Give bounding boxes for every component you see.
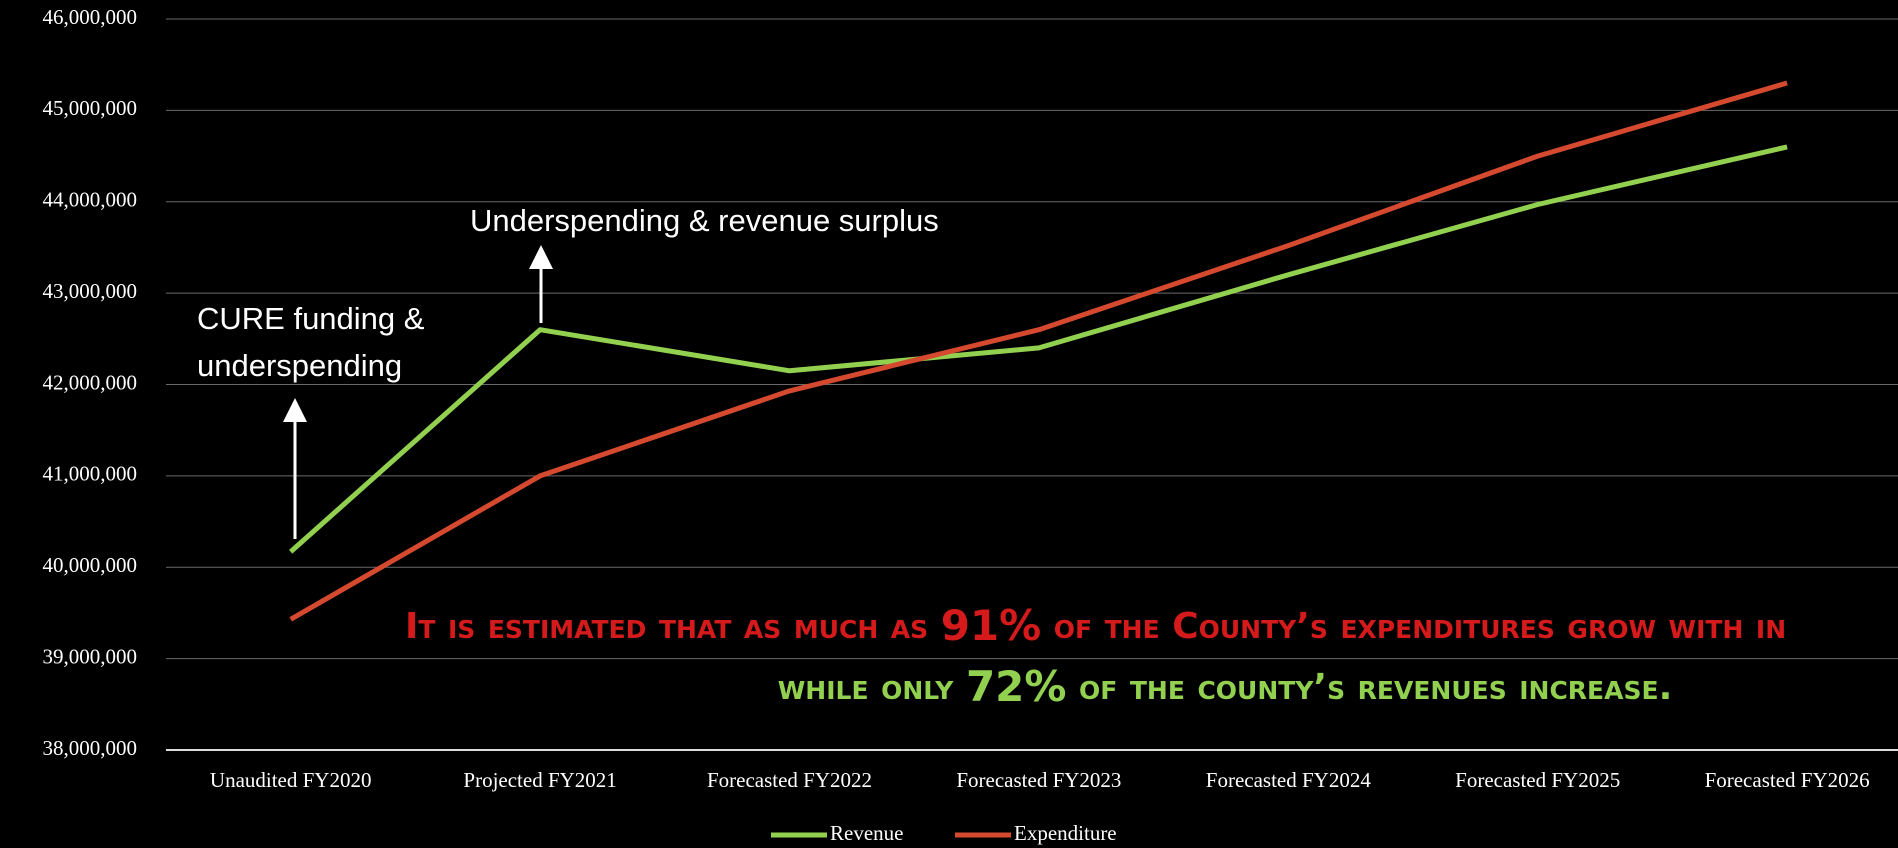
y-tick-label: 45,000,000 — [43, 96, 138, 120]
y-tick-label: 42,000,000 — [43, 370, 138, 394]
x-tick-label: Projected FY2021 — [463, 768, 616, 792]
legend-label: Revenue — [830, 821, 903, 845]
note-part: 72% — [966, 662, 1067, 711]
annotation: Underspending & revenue surplus — [470, 203, 939, 238]
y-tick-label: 38,000,000 — [43, 736, 138, 760]
note-part: of the County’s expenditures grow with i… — [1041, 606, 1786, 647]
series-line — [289, 80, 1788, 622]
note: It is estimated that as much as 91% of t… — [405, 601, 1786, 650]
note-part: It is estimated that as much as — [405, 606, 941, 647]
y-tick-label: 41,000,000 — [43, 462, 138, 486]
note-part: 91% — [941, 601, 1042, 650]
y-tick-label: 44,000,000 — [43, 188, 138, 212]
x-tick-label: Unaudited FY2020 — [210, 768, 372, 792]
series-line — [289, 144, 1788, 554]
x-tick-label: Forecasted FY2025 — [1455, 768, 1620, 792]
annotation: CURE funding & — [197, 301, 425, 336]
note-part: of the county’s revenues increase. — [1066, 667, 1672, 708]
x-tick-label: Forecasted FY2026 — [1705, 768, 1870, 792]
note: while only 72% of the county’s revenues … — [778, 662, 1673, 711]
y-tick-label: 46,000,000 — [43, 5, 138, 29]
legend-label: Expenditure — [1014, 821, 1117, 845]
x-tick-label: Forecasted FY2022 — [707, 768, 872, 792]
y-tick-label: 43,000,000 — [43, 279, 138, 303]
note-part: while only — [778, 667, 966, 708]
y-tick-label: 39,000,000 — [43, 644, 138, 668]
y-tick-label: 40,000,000 — [43, 553, 138, 577]
x-tick-label: Forecasted FY2024 — [1206, 768, 1372, 792]
annotation: underspending — [197, 348, 402, 383]
x-tick-label: Forecasted FY2023 — [956, 768, 1121, 792]
